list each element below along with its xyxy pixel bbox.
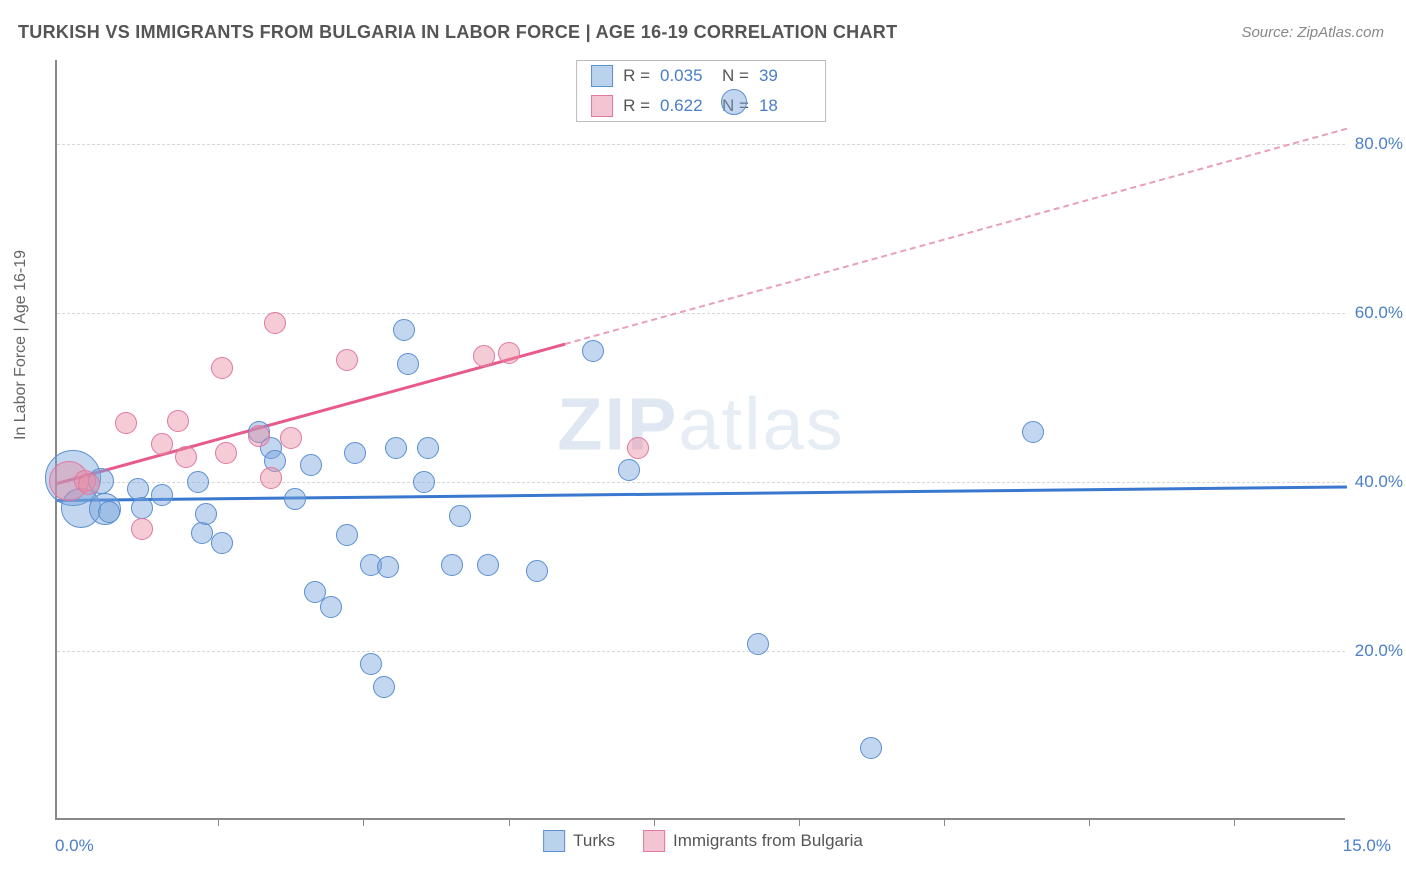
data-point bbox=[300, 454, 322, 476]
legend-label-blue: Turks bbox=[573, 831, 615, 851]
data-point bbox=[618, 459, 640, 481]
data-point bbox=[344, 442, 366, 464]
data-point bbox=[336, 349, 358, 371]
trendline bbox=[565, 128, 1348, 345]
r-value-pink: 0.622 bbox=[660, 96, 712, 116]
data-point bbox=[78, 473, 100, 495]
data-point bbox=[417, 437, 439, 459]
x-tick bbox=[218, 818, 219, 826]
data-point bbox=[373, 676, 395, 698]
data-point bbox=[264, 312, 286, 334]
gridline bbox=[57, 144, 1345, 145]
x-tick bbox=[944, 818, 945, 826]
data-point bbox=[115, 412, 137, 434]
data-point bbox=[284, 488, 306, 510]
gridline bbox=[57, 651, 1345, 652]
data-point bbox=[131, 518, 153, 540]
series-legend: Turks Immigrants from Bulgaria bbox=[543, 830, 863, 852]
r-label: R = bbox=[623, 96, 650, 116]
data-point bbox=[195, 503, 217, 525]
data-point bbox=[477, 554, 499, 576]
data-point bbox=[498, 342, 520, 364]
r-value-blue: 0.035 bbox=[660, 66, 712, 86]
legend-item-pink: Immigrants from Bulgaria bbox=[643, 830, 863, 852]
n-value-pink: 18 bbox=[759, 96, 811, 116]
r-label: R = bbox=[623, 66, 650, 86]
data-point bbox=[260, 467, 282, 489]
watermark-light: atlas bbox=[678, 382, 844, 465]
n-value-blue: 39 bbox=[759, 66, 811, 86]
data-point bbox=[526, 560, 548, 582]
gridline bbox=[57, 313, 1345, 314]
data-point bbox=[336, 524, 358, 546]
data-point bbox=[1022, 421, 1044, 443]
plot-area: ZIPatlas R = 0.035 N = 39 R = 0.622 N = … bbox=[55, 60, 1345, 820]
watermark: ZIPatlas bbox=[557, 381, 844, 466]
x-tick bbox=[654, 818, 655, 826]
data-point bbox=[98, 501, 120, 523]
data-point bbox=[441, 554, 463, 576]
legend-item-blue: Turks bbox=[543, 830, 615, 852]
y-tick-label: 40.0% bbox=[1355, 472, 1403, 492]
data-point bbox=[860, 737, 882, 759]
data-point bbox=[393, 319, 415, 341]
data-point bbox=[360, 653, 382, 675]
data-point bbox=[215, 442, 237, 464]
data-point bbox=[397, 353, 419, 375]
x-tick bbox=[1089, 818, 1090, 826]
data-point bbox=[280, 427, 302, 449]
data-point bbox=[721, 89, 747, 115]
correlation-legend: R = 0.035 N = 39 R = 0.622 N = 18 bbox=[576, 60, 826, 122]
source-label: Source: ZipAtlas.com bbox=[1241, 24, 1384, 41]
data-point bbox=[151, 433, 173, 455]
data-point bbox=[191, 522, 213, 544]
data-point bbox=[248, 425, 270, 447]
trendline bbox=[57, 486, 1347, 503]
chart-title: TURKISH VS IMMIGRANTS FROM BULGARIA IN L… bbox=[18, 22, 897, 43]
y-tick-label: 60.0% bbox=[1355, 303, 1403, 323]
swatch-pink-icon bbox=[643, 830, 665, 852]
y-axis-label: In Labor Force | Age 16-19 bbox=[12, 250, 30, 440]
data-point bbox=[449, 505, 471, 527]
x-tick bbox=[1234, 818, 1235, 826]
data-point bbox=[211, 532, 233, 554]
data-point bbox=[377, 556, 399, 578]
gridline bbox=[57, 482, 1345, 483]
y-tick-label: 80.0% bbox=[1355, 134, 1403, 154]
data-point bbox=[473, 345, 495, 367]
data-point bbox=[385, 437, 407, 459]
data-point bbox=[151, 484, 173, 506]
data-point bbox=[320, 596, 342, 618]
data-point bbox=[187, 471, 209, 493]
swatch-blue-icon bbox=[543, 830, 565, 852]
legend-label-pink: Immigrants from Bulgaria bbox=[673, 831, 863, 851]
data-point bbox=[131, 497, 153, 519]
x-axis-min-label: 0.0% bbox=[55, 836, 94, 856]
chart-container: TURKISH VS IMMIGRANTS FROM BULGARIA IN L… bbox=[0, 0, 1406, 892]
data-point bbox=[175, 446, 197, 468]
x-axis-max-label: 15.0% bbox=[1343, 836, 1391, 856]
legend-row-blue: R = 0.035 N = 39 bbox=[577, 61, 825, 91]
n-label: N = bbox=[722, 66, 749, 86]
x-tick bbox=[799, 818, 800, 826]
legend-row-pink: R = 0.622 N = 18 bbox=[577, 91, 825, 121]
watermark-bold: ZIP bbox=[557, 382, 678, 465]
x-tick bbox=[509, 818, 510, 826]
data-point bbox=[167, 410, 189, 432]
data-point bbox=[413, 471, 435, 493]
y-tick-label: 20.0% bbox=[1355, 641, 1403, 661]
swatch-pink-icon bbox=[591, 95, 613, 117]
data-point bbox=[582, 340, 604, 362]
data-point bbox=[747, 633, 769, 655]
data-point bbox=[211, 357, 233, 379]
x-tick bbox=[363, 818, 364, 826]
data-point bbox=[627, 437, 649, 459]
swatch-blue-icon bbox=[591, 65, 613, 87]
